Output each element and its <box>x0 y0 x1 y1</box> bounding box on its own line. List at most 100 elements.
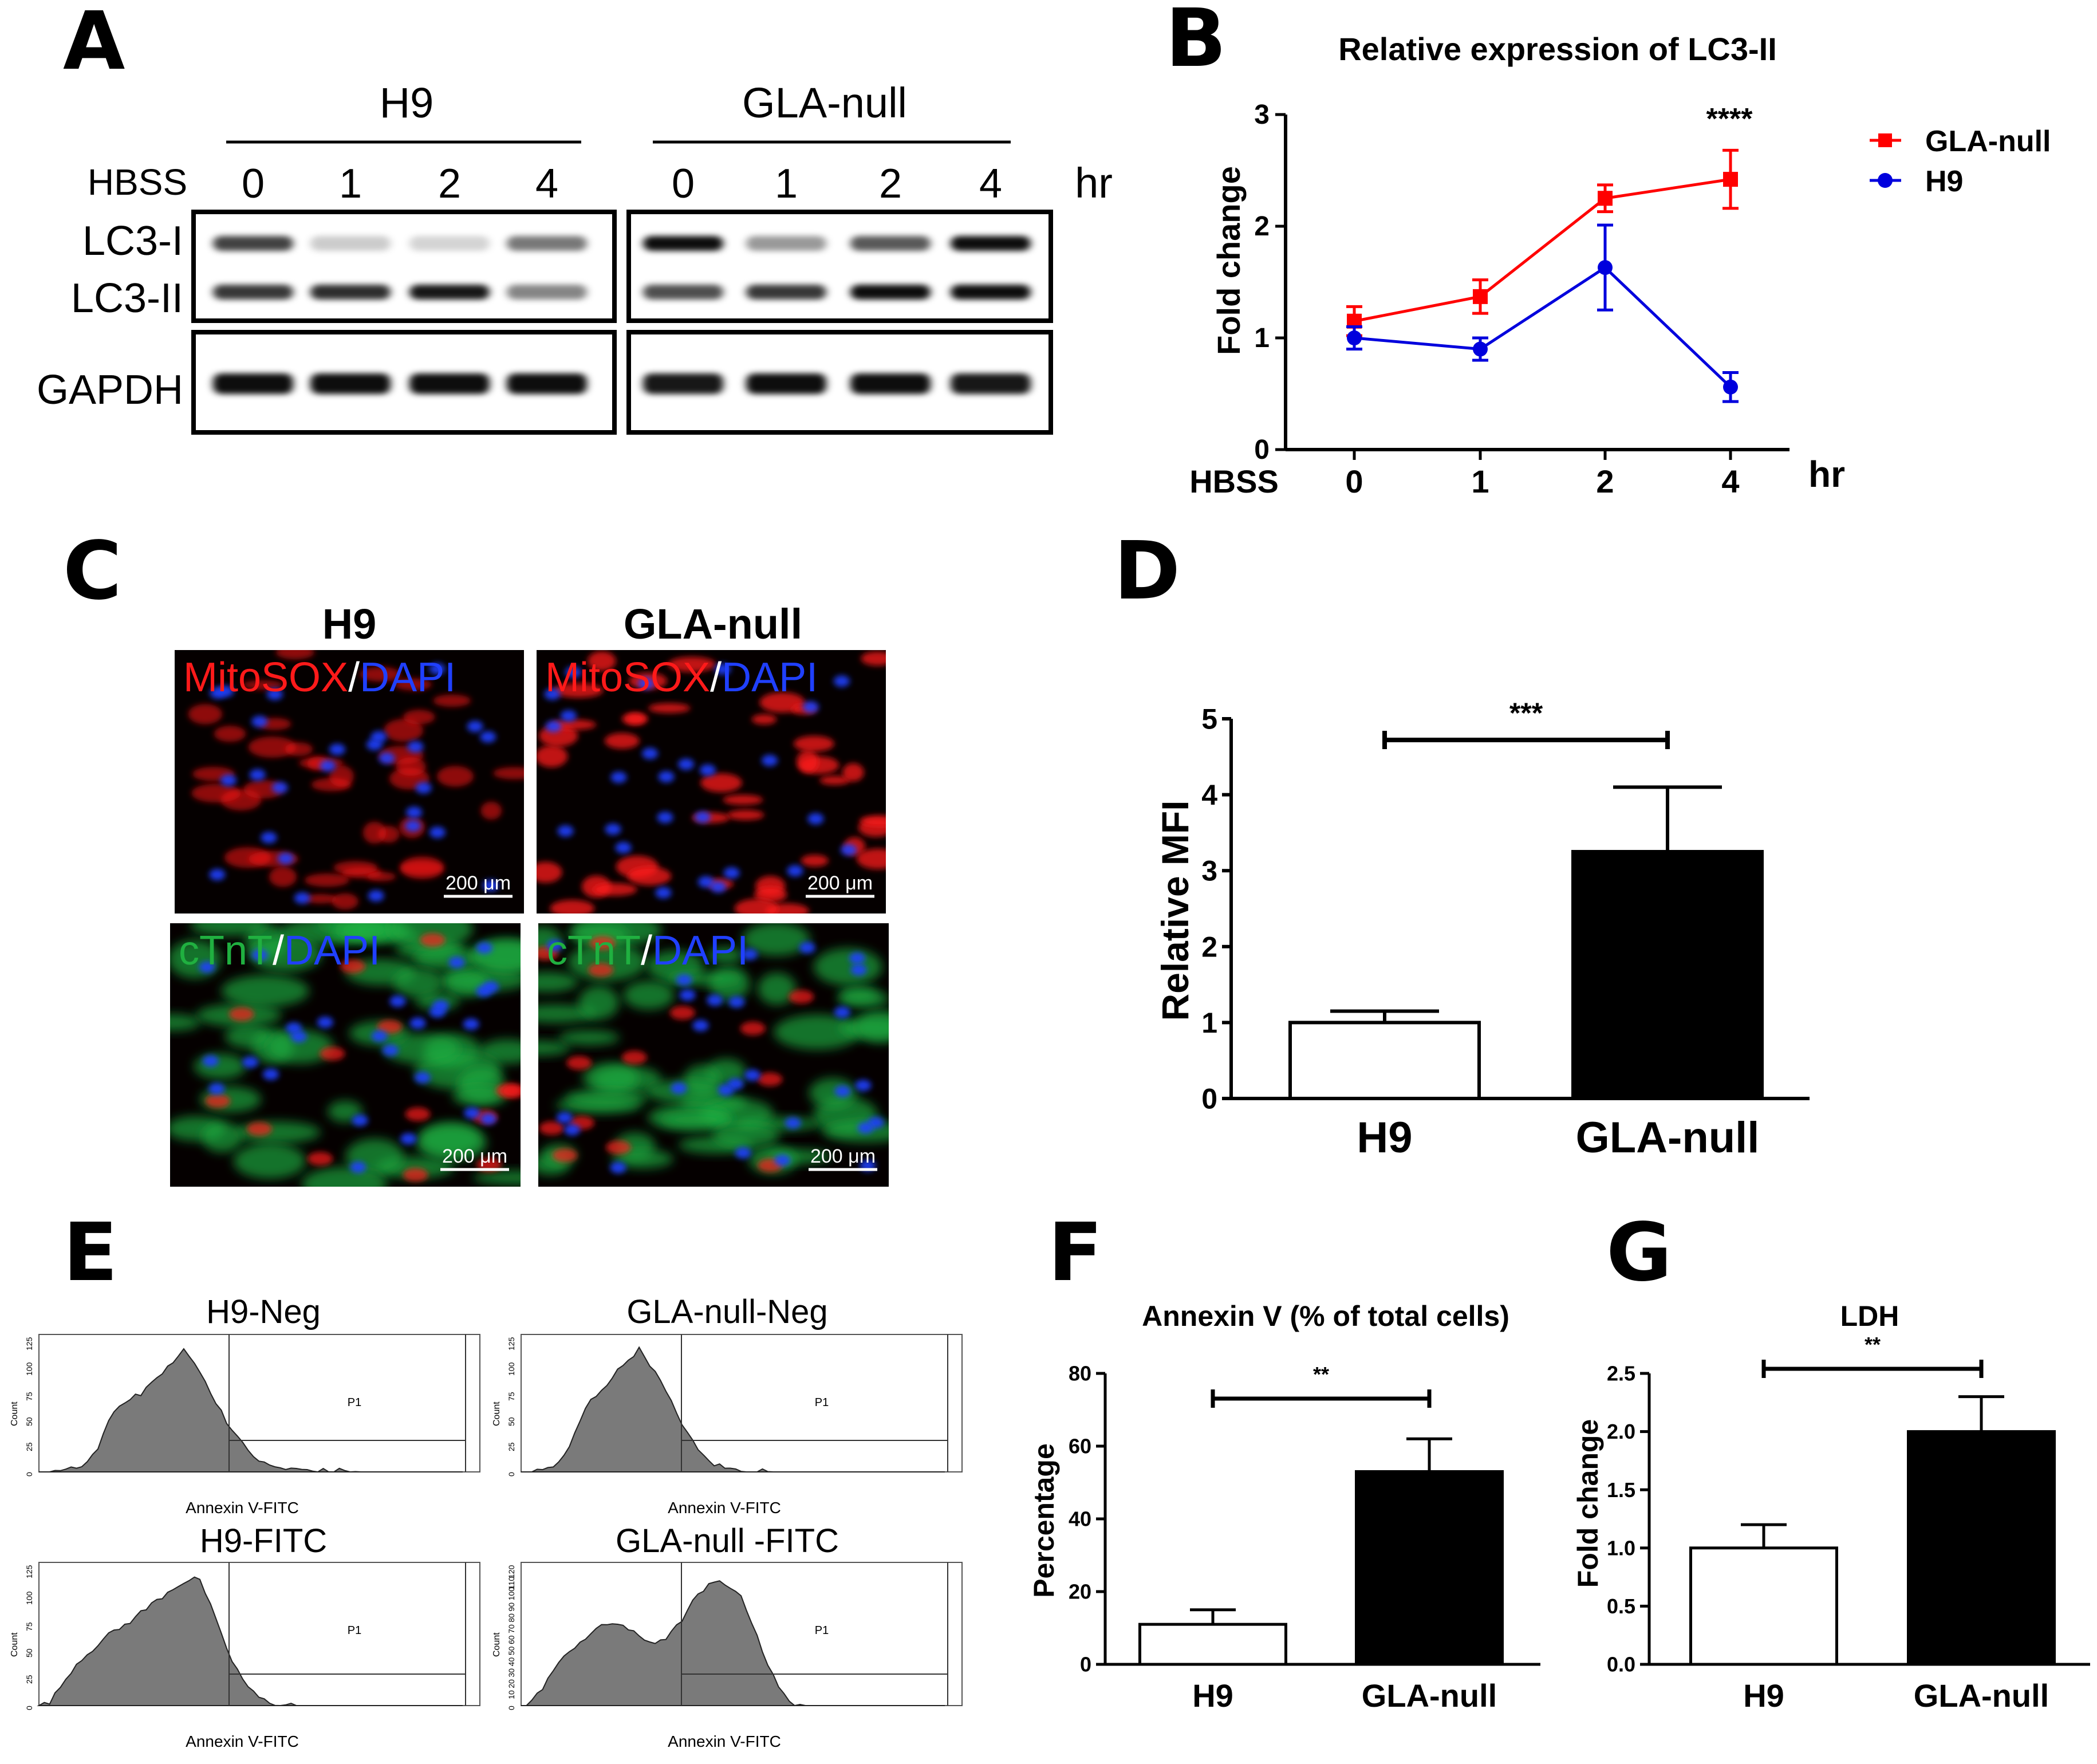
ctnt-fiber <box>194 1053 247 1080</box>
mitosox-signal <box>550 900 595 914</box>
chart-b-xtick-label: 0 <box>1345 463 1363 499</box>
micrograph-ctnt-h9: cTnT/DAPI 200 μm <box>170 923 521 1187</box>
blot-time-label-gla-null-4: 4 <box>979 161 1002 207</box>
flow-ytick-label: 110 <box>507 1577 516 1590</box>
flow-ytick-label: 20 <box>507 1679 516 1688</box>
chart-f-ytick-label: 0 <box>1080 1653 1091 1676</box>
scale-bar-label: 200 μm <box>810 1145 876 1167</box>
mitosox-signal <box>606 1140 632 1155</box>
chart-b-ytick-label: 1 <box>1254 323 1270 353</box>
micrograph-content: cTnT/DAPI 200 μm <box>170 923 521 1187</box>
dapi-nucleus <box>799 942 815 954</box>
dapi-nucleus <box>320 760 336 772</box>
dapi-nucleus <box>251 949 268 961</box>
flow-plot-ylabel: Count <box>10 1401 19 1426</box>
micrograph-col-label-h9: H9 <box>322 600 377 648</box>
chart-b-ytick-label: 3 <box>1254 100 1270 130</box>
mitosox-signal <box>437 766 474 787</box>
dapi-nucleus <box>476 942 492 954</box>
flow-plot-title: H9-FITC <box>200 1522 327 1560</box>
flow-plot-ylabel: Count <box>492 1632 502 1657</box>
blot-row-label-lc3-i: LC3-I <box>82 218 183 264</box>
dapi-nucleus <box>400 1133 417 1145</box>
flow-plot-h9-fitc: H9-FITC P1 Annexin V-FITC Count 0 25 50 75 100 12… <box>10 1522 480 1750</box>
flow-ytick-label: 50 <box>25 1417 34 1426</box>
dapi-nucleus <box>735 1147 751 1159</box>
flow-ytick-label: 0 <box>25 1706 34 1710</box>
dapi-nucleus <box>694 811 711 823</box>
chart-d-category-label: H9 <box>1357 1113 1412 1162</box>
dapi-nucleus <box>741 948 758 960</box>
dapi-nucleus <box>849 952 865 964</box>
flow-ytick-label: 0 <box>507 1706 516 1710</box>
dapi-nucleus <box>564 1124 581 1136</box>
blot-band-gla-null-lc3-i-4 <box>951 236 1031 251</box>
flow-ytick-label: 100 <box>507 1362 516 1376</box>
dapi-nucleus <box>762 754 778 766</box>
mitosox-signal <box>384 719 424 742</box>
flow-plot-gla-null-fitc: GLA-null -FITC P1 Annexin V-FITC Count 0 10 20… <box>492 1522 963 1750</box>
flow-ytick-label: 0 <box>507 1472 516 1476</box>
mitosox-signal <box>285 742 313 757</box>
mitosox-signal <box>332 893 358 910</box>
blot-band-gla-null-gapdh-0 <box>643 373 723 394</box>
chart-g-ytick-label: 2.0 <box>1607 1420 1635 1443</box>
blot-time-labels: 0 1 2 4 0 1 2 4 <box>242 161 1002 207</box>
ctnt-fiber <box>266 1030 334 1064</box>
micrograph-stain-label: MitoSOX/DAPI <box>545 655 818 700</box>
mitosox-signal <box>329 765 354 787</box>
micrograph-content: MitoSOX/DAPI 200 μm <box>537 651 886 914</box>
blot-band-h9-lc3-ii-2 <box>409 285 490 300</box>
dapi-nucleus <box>432 999 449 1011</box>
dapi-nucleus <box>368 890 384 902</box>
mitosox-signal <box>333 861 378 875</box>
ctnt-fiber <box>742 923 810 956</box>
chart-b-xlabel: HBSS <box>1189 463 1279 499</box>
stain-separator: / <box>710 655 722 700</box>
chart-d-category-label: GLA-null <box>1576 1113 1760 1162</box>
panel-a-western-blot: H9 GLA-null HBSS 0 1 2 4 0 1 2 4 hr LC3-I LC3-I… <box>37 79 1113 435</box>
dapi-nucleus <box>774 1154 791 1166</box>
mitosox-signal <box>669 1006 695 1020</box>
ctnt-fiber <box>383 1033 460 1064</box>
mitosox-signal <box>621 712 645 725</box>
blot-time-label-h9-4: 4 <box>535 161 558 207</box>
stain-marker-name: MitoSOX <box>545 655 710 700</box>
dapi-nucleus <box>728 996 745 1008</box>
ctnt-fiber <box>202 1121 243 1153</box>
mitosox-signal <box>366 872 396 881</box>
flow-plot-xlabel: Annexin V-FITC <box>668 1499 781 1517</box>
blot-band-h9-lc3-i-0 <box>213 236 293 251</box>
mitosox-signal <box>480 801 502 820</box>
chart-b-point-h9 <box>1347 330 1362 345</box>
mitosox-signal <box>269 867 297 887</box>
chart-b-xtick-label: 2 <box>1596 463 1614 499</box>
mitosox-signal <box>588 963 614 977</box>
ctnt-fiber <box>856 1010 889 1043</box>
dapi-nucleus <box>802 701 819 713</box>
dapi-nucleus <box>405 820 421 832</box>
dapi-nucleus <box>833 675 850 687</box>
mitosox-signal <box>433 694 471 707</box>
ctnt-fiber <box>224 1024 271 1049</box>
dapi-nucleus <box>834 1006 850 1018</box>
ctnt-fiber <box>234 1121 321 1143</box>
dapi-nucleus <box>406 806 423 818</box>
flow-ytick-label: 25 <box>25 1675 34 1684</box>
mitosox-signal <box>842 763 864 782</box>
dapi-nucleus <box>658 771 675 783</box>
dapi-nucleus <box>202 1055 219 1067</box>
dapi-nucleus <box>480 1113 496 1125</box>
flow-plot-h9-neg: H9-Neg P1 Annexin V-FITC Count 0 25 50 75 100 125 <box>10 1293 480 1517</box>
dapi-nucleus <box>242 1056 259 1068</box>
chart-b-ylabel: Fold change <box>1211 166 1247 355</box>
mitosox-signal <box>396 757 426 776</box>
mitosox-signal <box>734 899 779 914</box>
chart-f-ytick-label: 40 <box>1069 1507 1091 1531</box>
mitosox-signal <box>590 936 616 950</box>
blot-band-h9-lc3-i-4 <box>507 236 587 251</box>
ctnt-fiber <box>538 1041 570 1056</box>
flow-ytick-label: 100 <box>25 1362 34 1376</box>
blot-time-label-gla-null-1: 1 <box>775 161 798 207</box>
ctnt-fiber <box>837 989 889 1008</box>
